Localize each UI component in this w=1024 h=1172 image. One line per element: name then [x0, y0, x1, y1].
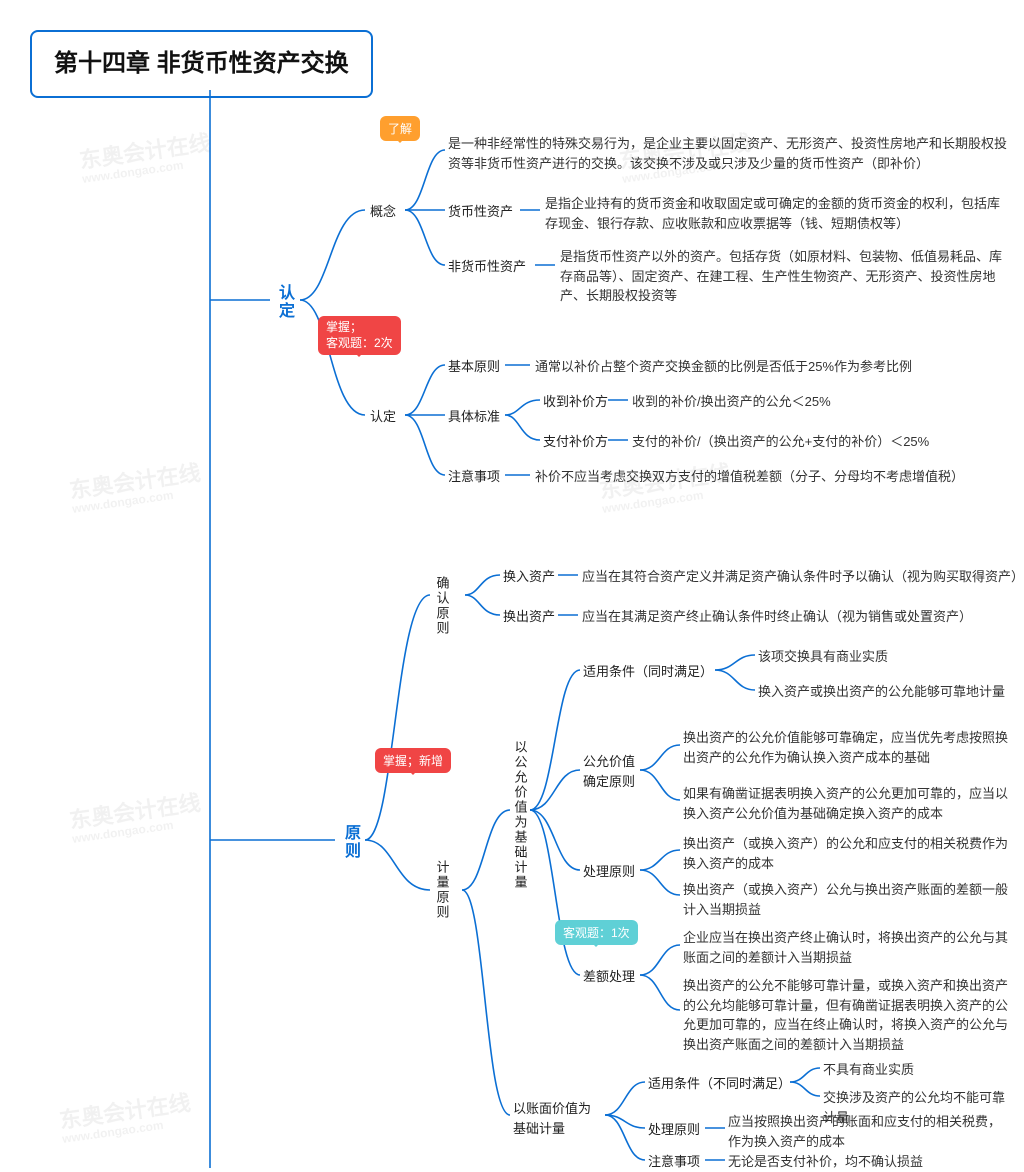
desc-shoudao: 收到的补价/换出资产的公允＜25% — [632, 392, 831, 412]
desc-zm-zhuyi: 无论是否支付补价，均不确认损益 — [728, 1152, 923, 1172]
desc-feihuobi: 是指货币性资产以外的资产。包括存货（如原材料、包装物、低值易耗品、库存商品等）、… — [560, 247, 1010, 306]
watermark: 东奥会计在线www.dongao.com — [68, 791, 204, 846]
node-gainian: 概念 — [370, 202, 396, 222]
desc-zhifu: 支付的补价/（换出资产的公允+支付的补价）＜25% — [632, 432, 929, 452]
node-shoudao: 收到补价方 — [543, 392, 608, 412]
desc-zm-a: 不具有商业实质 — [823, 1060, 914, 1080]
node-gyqz: 公允价值确定原则 — [583, 752, 638, 791]
node-yuanze: 原则 — [338, 824, 386, 868]
node-feihuobi: 非货币性资产 — [448, 257, 526, 277]
node-zhuyi: 注意事项 — [448, 467, 500, 487]
node-zhifu: 支付补价方 — [543, 432, 608, 452]
node-zm-shiyong: 适用条件（不同时满足） — [648, 1074, 791, 1094]
tag-master-2: 掌握； 客观题：2次 — [318, 316, 401, 355]
node-jiben: 基本原则 — [448, 357, 500, 377]
desc-chuli-a: 换出资产（或换入资产）的公允和应支付的相关税费作为换入资产的成本 — [683, 834, 1008, 873]
desc-chae-b: 换出资产的公允不能够可靠计量，或换入资产和换出资产的公允均能够可靠计量，但有确凿… — [683, 976, 1008, 1054]
node-jiliang: 计量原则 — [432, 860, 510, 926]
node-huanru: 换入资产 — [503, 567, 555, 587]
node-zm-zhuyi: 注意事项 — [648, 1152, 700, 1172]
tag-master-new: 掌握；新增 — [375, 748, 451, 773]
tag-understand: 了解 — [380, 116, 420, 141]
node-zhangmian: 以账面价值为基础计量 — [513, 1099, 593, 1138]
node-chuli: 处理原则 — [583, 862, 635, 882]
node-queren: 确认原则 — [432, 576, 510, 642]
mindmap-stage: 东奥会计在线www.dongao.com 东奥会计在线www.dongao.co… — [0, 0, 1024, 1168]
desc-huanchu: 应当在其满足资产终止确认条件时终止确认（视为销售或处置资产） — [582, 607, 972, 627]
desc-gainian: 是一种非经常性的特殊交易行为，是企业主要以固定资产、无形资产、投资性房地产和长期… — [448, 134, 1008, 173]
desc-zm-chuli: 应当按照换出资产的账面和应支付的相关税费，作为换入资产的成本 — [728, 1112, 1008, 1151]
watermark: 东奥会计在线www.dongao.com — [58, 1091, 194, 1146]
desc-gyqz-a: 换出资产的公允价值能够可靠确定，应当优先考虑按照换出资产的公允作为确认换入资产成… — [683, 728, 1008, 767]
desc-shiyong-a: 该项交换具有商业实质 — [758, 647, 888, 667]
desc-chuli-b: 换出资产（或换入资产）公允与换出资产账面的差额一般计入当期损益 — [683, 880, 1008, 919]
desc-zhuyi: 补价不应当考虑交换双方支付的增值税差额（分子、分母均不考虑增值税） — [535, 467, 964, 487]
node-shiyong: 适用条件（同时满足） — [583, 662, 713, 682]
node-zm-chuli: 处理原则 — [648, 1120, 700, 1140]
node-rending-sub: 认定 — [370, 407, 396, 427]
desc-shiyong-b: 换入资产或换出资产的公允能够可靠地计量 — [758, 682, 1005, 702]
desc-gyqz-b: 如果有确凿证据表明换入资产的公允更加可靠的，应当以换入资产公允价值为基础确定换入… — [683, 784, 1008, 823]
desc-huanru: 应当在其符合资产定义并满足资产确认条件时予以确认（视为购买取得资产） — [582, 567, 1024, 587]
node-chae: 差额处理 — [583, 967, 635, 987]
desc-huobi: 是指企业持有的货币资金和收取固定或可确定的金额的货币资金的权利，包括库存现金、银… — [545, 194, 1005, 233]
desc-jiben: 通常以补价占整个资产交换金额的比例是否低于25%作为参考比例 — [535, 357, 912, 377]
desc-chae-a: 企业应当在换出资产终止确认时，将换出资产的公允与其账面之间的差额计入当期损益 — [683, 928, 1008, 967]
node-huobi: 货币性资产 — [448, 202, 513, 222]
node-rending: 认定 — [272, 284, 320, 328]
node-juti: 具体标准 — [448, 407, 500, 427]
chapter-title: 第十四章 非货币性资产交换 — [30, 30, 373, 98]
tag-obj-1: 客观题：1次 — [555, 920, 638, 945]
watermark: 东奥会计在线www.dongao.com — [78, 131, 214, 186]
watermark: 东奥会计在线www.dongao.com — [68, 461, 204, 516]
node-huanchu: 换出资产 — [503, 607, 555, 627]
